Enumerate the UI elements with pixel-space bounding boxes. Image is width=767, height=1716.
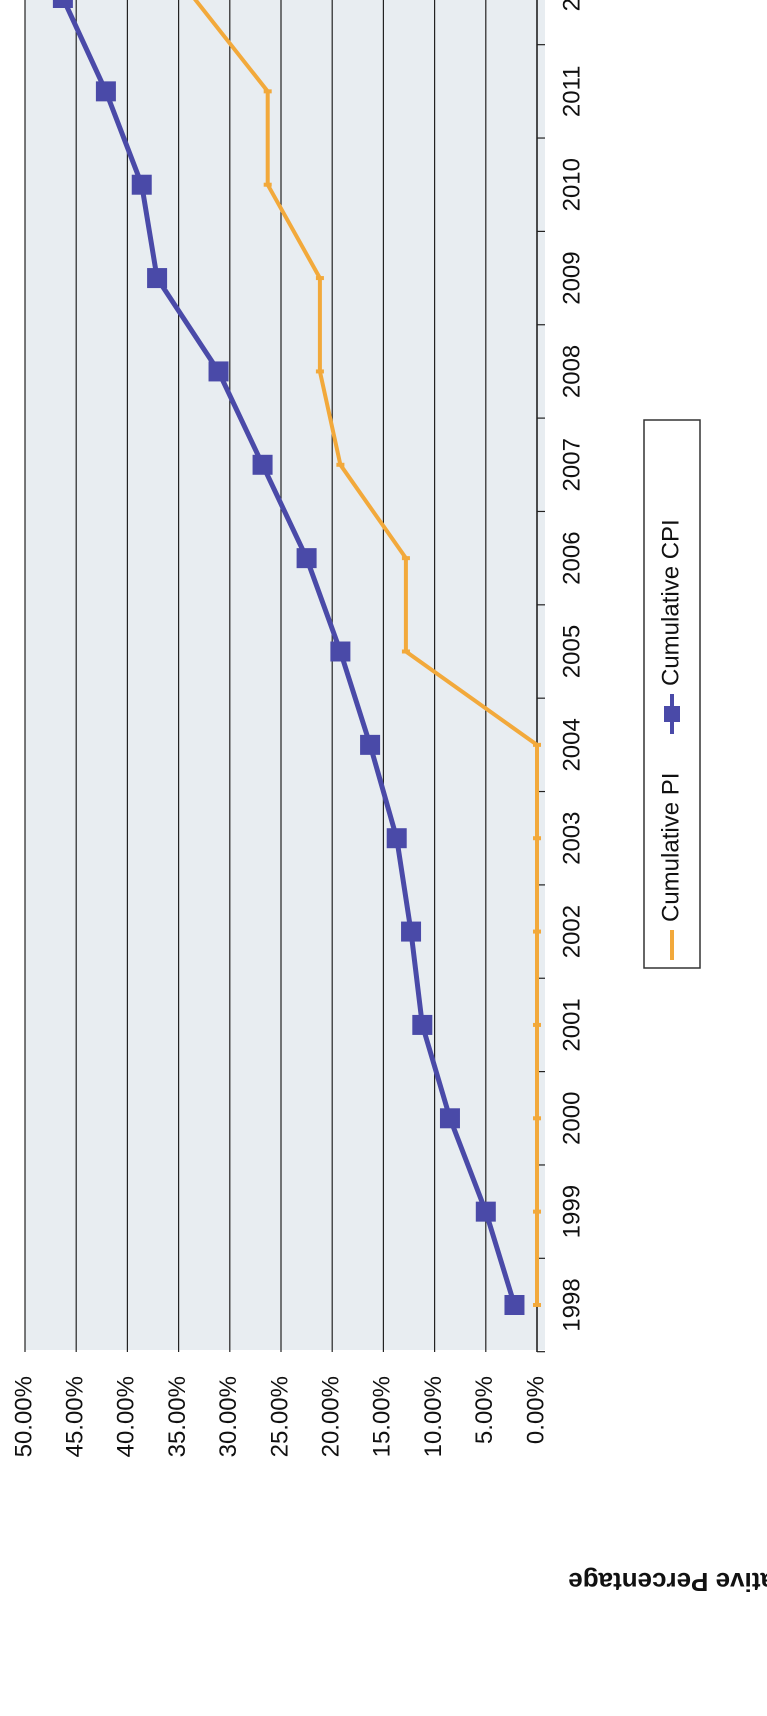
legend-cpi-marker: [664, 706, 680, 722]
x-tick-label: 2000: [558, 1092, 585, 1145]
data-point-cpi: [475, 1201, 496, 1222]
x-tick-label: 2001: [558, 998, 585, 1051]
x-tick-label: 2003: [558, 812, 585, 865]
x-tick-label: 2010: [558, 158, 585, 211]
data-point-cpi: [52, 0, 73, 8]
x-tick-label: 2008: [558, 345, 585, 398]
y-tick-label: 50.00%: [10, 1376, 37, 1457]
x-tick-label: 2002: [558, 905, 585, 958]
x-tick-label: 2005: [558, 625, 585, 678]
y-tick-label: 15.00%: [369, 1376, 396, 1457]
data-point-cpi: [131, 174, 152, 195]
x-tick-label: 2011: [558, 66, 585, 118]
y-tick-label: 35.00%: [164, 1376, 191, 1457]
data-point-pi: [315, 276, 324, 281]
series-group: [52, 0, 541, 1315]
y-tick-label: 30.00%: [215, 1376, 242, 1457]
y-axis-title: Cumulative Percentage: [568, 1567, 767, 1597]
data-point-pi: [401, 649, 410, 654]
y-tick-label: 45.00%: [62, 1376, 89, 1457]
y-axis-ticks: 0.00% 5.00% 10.00% 15.00% 20.00% 25.00% 30.00%…: [10, 1376, 549, 1457]
data-point-pi: [533, 836, 541, 841]
data-point-cpi: [330, 641, 351, 662]
grid-lines: [24, 0, 538, 1352]
x-tick-label: 2009: [558, 251, 585, 304]
data-point-pi: [533, 1303, 541, 1307]
legend: Cumulative PI Cumulative CPI: [643, 419, 701, 969]
data-point-cpi: [252, 454, 273, 475]
y-tick-label: 40.00%: [113, 1376, 140, 1457]
legend-pi-label: Cumulative PI: [657, 773, 684, 922]
data-point-pi: [533, 1209, 541, 1214]
x-tick-label: 1999: [558, 1185, 585, 1238]
x-tick-label: 20: [558, 0, 585, 11]
data-point-cpi: [401, 921, 422, 942]
x-tick-label: 2007: [558, 438, 585, 491]
x-tick-label: 1998: [558, 1278, 585, 1331]
y-tick-label: 20.00%: [318, 1376, 345, 1457]
data-point-cpi: [360, 734, 381, 755]
data-point-pi: [401, 556, 410, 561]
x-axis-ticks: 1998 1999 2000 2001 2002 2003 2004 2005 2006 2007…: [537, 0, 585, 1353]
y-tick-label: 10.00%: [420, 1376, 447, 1457]
data-point-cpi: [208, 361, 229, 382]
data-point-cpi: [439, 1108, 460, 1129]
data-point-cpi: [147, 268, 168, 289]
data-point-pi: [533, 742, 541, 747]
plot-area: [25, 0, 545, 1350]
data-point-cpi: [504, 1295, 525, 1315]
x-tick-label: 2004: [558, 718, 585, 771]
y-tick-label: 25.00%: [266, 1376, 293, 1457]
legend-cpi-label: Cumulative CPI: [657, 519, 684, 686]
data-point-cpi: [95, 81, 116, 102]
data-point-pi: [533, 1116, 541, 1121]
data-point-pi: [315, 369, 324, 374]
data-point-pi: [263, 89, 272, 94]
data-point-cpi: [386, 828, 407, 849]
y-tick-label: 5.00%: [471, 1376, 498, 1444]
data-point-pi: [533, 929, 541, 934]
data-point-pi: [533, 1022, 541, 1027]
x-tick-label: 2006: [558, 531, 585, 584]
data-point-cpi: [412, 1014, 433, 1035]
data-point-pi: [336, 462, 345, 467]
data-point-cpi: [296, 548, 317, 569]
y-tick-label: 0.00%: [522, 1376, 549, 1444]
data-point-pi: [263, 182, 272, 187]
